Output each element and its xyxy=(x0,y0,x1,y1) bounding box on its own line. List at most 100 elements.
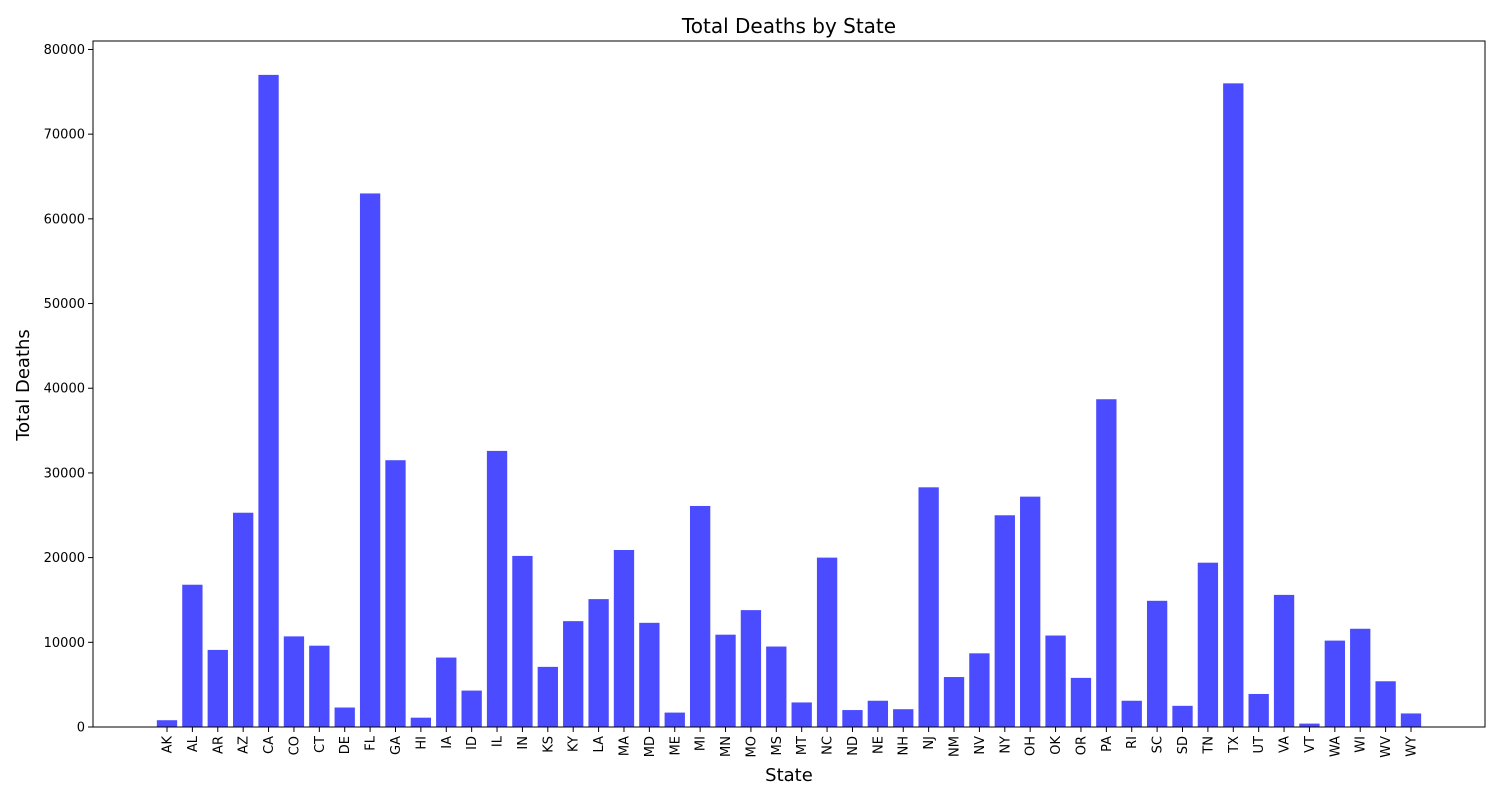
bar-in xyxy=(512,555,533,727)
x-tick-label: TX xyxy=(1227,736,1242,754)
x-tick-label: AL xyxy=(186,735,201,752)
bar-hi xyxy=(410,717,432,727)
bar-sd xyxy=(1172,705,1193,727)
x-tick-label: NY xyxy=(998,736,1013,754)
x-tick-label: NC xyxy=(821,736,836,755)
bar-sc xyxy=(1146,600,1168,727)
bar-wa xyxy=(1324,640,1345,727)
x-tick-label: NH xyxy=(897,736,912,756)
y-tick-label: 80000 xyxy=(44,43,85,58)
bar-nm xyxy=(943,677,965,727)
bar-mt xyxy=(791,702,812,727)
bar-tx xyxy=(1223,83,1244,728)
bar-nd xyxy=(842,710,863,727)
x-tick-label: RI xyxy=(1125,736,1140,749)
x-axis-label: State xyxy=(765,765,813,786)
x-tick-label: ID xyxy=(465,736,480,750)
bar-mo xyxy=(740,610,762,727)
bar-va xyxy=(1273,594,1295,727)
x-tick-label: MO xyxy=(744,736,759,757)
x-tick-label: NV xyxy=(973,736,988,755)
x-tick-label: AZ xyxy=(237,736,252,754)
y-tick-label: 0 xyxy=(77,721,85,736)
x-tick-label: NJ xyxy=(922,736,937,750)
x-tick-label: GA xyxy=(389,736,404,755)
x-tick-label: KS xyxy=(541,736,556,753)
y-tick-label: 70000 xyxy=(44,128,85,143)
x-axis-ticks: AK AL AR AZ CA CO CT DE FL GA HI IA ID IL IN KS KY LA MA MD… xyxy=(161,727,1420,758)
x-tick-label: NE xyxy=(871,736,886,754)
x-tick-label: IN xyxy=(516,736,531,750)
bar-co xyxy=(283,636,305,727)
x-tick-label: AK xyxy=(161,736,176,754)
bar-wy xyxy=(1400,713,1422,727)
x-tick-label: OR xyxy=(1074,736,1089,755)
x-tick-label: PA xyxy=(1100,736,1115,752)
x-tick-label: MI xyxy=(694,736,709,751)
x-tick-label: IL xyxy=(491,735,506,747)
x-tick-label: WI xyxy=(1354,736,1369,753)
bar-ks xyxy=(537,666,558,727)
bar-ms xyxy=(766,646,787,727)
bar-fl xyxy=(359,193,381,727)
bar-az xyxy=(233,512,254,727)
x-tick-label: KY xyxy=(567,736,582,752)
bar-nv xyxy=(969,653,990,727)
x-tick-label: ME xyxy=(668,736,683,755)
bar-nc xyxy=(816,557,838,727)
y-tick-label: 40000 xyxy=(44,382,85,397)
bar-vt xyxy=(1299,723,1320,727)
bar-la xyxy=(588,599,609,727)
x-tick-label: VA xyxy=(1278,736,1293,753)
bar-ct xyxy=(309,645,330,727)
x-tick-label: CT xyxy=(313,736,328,753)
x-tick-label: IA xyxy=(440,736,455,749)
bar-ny xyxy=(994,515,1015,727)
x-tick-label: ND xyxy=(846,736,861,756)
bar-mi xyxy=(689,505,711,727)
bar-oh xyxy=(1020,496,1041,727)
bar-ut xyxy=(1248,693,1269,727)
bar-de xyxy=(334,707,355,727)
x-tick-label: SD xyxy=(1176,736,1191,754)
y-tick-label: 10000 xyxy=(44,636,85,651)
bar-pa xyxy=(1096,399,1117,727)
bar-me xyxy=(664,712,685,727)
bar-il xyxy=(486,450,508,727)
y-tick-label: 50000 xyxy=(44,297,85,312)
bar-ga xyxy=(385,460,406,727)
bar-nh xyxy=(893,709,914,727)
bar-ma xyxy=(613,550,635,727)
x-tick-label: OH xyxy=(1024,736,1039,756)
chart-title: Total Deaths by State xyxy=(681,14,896,38)
x-tick-label: OK xyxy=(1049,736,1064,755)
x-tick-label: CO xyxy=(287,736,302,755)
bar-ia xyxy=(436,657,457,727)
bar-ca xyxy=(258,74,279,727)
x-tick-label: DE xyxy=(338,736,353,754)
y-axis-ticks: 0 10000 20000 30000 40000 50000 60000 70000 8000… xyxy=(44,43,93,736)
x-tick-label: NM xyxy=(948,736,963,757)
bar-id xyxy=(461,690,482,727)
x-tick-label: TN xyxy=(1201,736,1216,755)
y-axis-label: Total Deaths xyxy=(13,329,34,442)
x-tick-label: LA xyxy=(592,736,607,753)
bar-ok xyxy=(1045,635,1066,727)
x-tick-label: MD xyxy=(643,736,658,757)
bar-ak xyxy=(156,720,178,727)
y-tick-label: 60000 xyxy=(44,212,85,227)
x-tick-label: HI xyxy=(414,736,429,750)
bar-or xyxy=(1070,677,1092,727)
bar-ar xyxy=(207,649,228,727)
x-tick-label: FL xyxy=(364,735,379,750)
x-tick-label: MN xyxy=(719,736,734,757)
bar-ri xyxy=(1121,700,1142,727)
bar-tn xyxy=(1197,562,1219,727)
bar-ky xyxy=(563,621,584,727)
bar-al xyxy=(182,584,203,727)
bar-mn xyxy=(715,634,736,727)
x-tick-label: WV xyxy=(1379,736,1394,758)
x-tick-label: CA xyxy=(262,736,277,754)
x-tick-label: VT xyxy=(1303,736,1318,753)
